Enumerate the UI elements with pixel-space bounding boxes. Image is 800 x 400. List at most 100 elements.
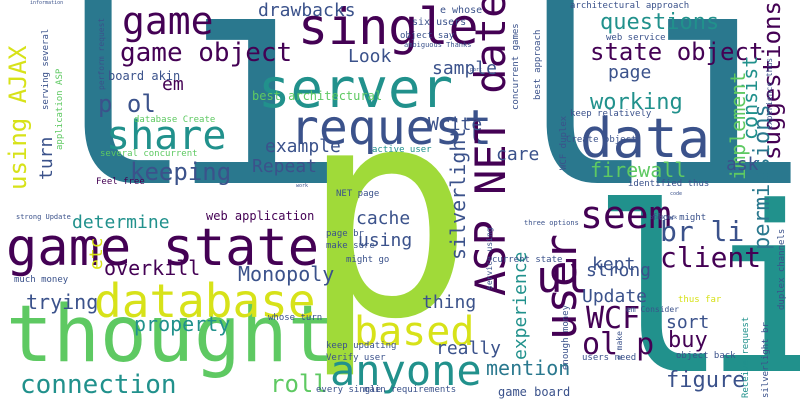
word-game-board: game board — [498, 385, 571, 399]
word-perform-request: perform request — [97, 17, 106, 90]
word-overkill: overkill — [104, 256, 201, 280]
word-li-right: li — [480, 0, 800, 254]
word-current-state: current state — [492, 255, 563, 265]
word-p-ol: p ol — [98, 90, 156, 118]
word-object-say: object say — [400, 31, 455, 41]
word-strong: strong — [586, 260, 652, 281]
word-three-options: three options — [524, 219, 579, 227]
word-keep-relatively: keep relatively — [570, 109, 652, 119]
word-example: example — [265, 136, 341, 157]
word-e-whose: e whose — [440, 5, 483, 16]
word-questions: questions — [600, 10, 720, 35]
word-data: data — [580, 107, 711, 170]
word-anyone: anyone — [330, 346, 482, 395]
word-database-create: database Create — [134, 115, 216, 125]
word-service-using: service using — [485, 227, 494, 290]
word-figure: figure — [666, 368, 746, 393]
word-ask: ask — [726, 154, 759, 175]
word-ul: ul — [536, 252, 589, 303]
word-verify-user: Verify user — [326, 353, 386, 363]
word-em-consider: em Consider — [626, 305, 679, 314]
word-keep-updating: keep updating — [326, 341, 397, 351]
word-serving-several: serving several — [41, 28, 51, 110]
word-buy: buy — [668, 328, 708, 353]
word-cache: cache — [356, 208, 411, 229]
word-enough-money: enough money — [561, 304, 571, 370]
word-firewall: firewall — [590, 158, 687, 182]
word-experience: experience — [510, 251, 531, 360]
word-board-akin: board akin — [108, 69, 181, 83]
word-turn: turn — [36, 136, 57, 180]
word-concurrent-games: concurrent games — [511, 23, 521, 110]
word-create-object: Create object — [566, 135, 637, 145]
word-property: property — [134, 312, 231, 336]
word-page-br: page br — [326, 229, 364, 239]
word-request: request — [290, 100, 493, 156]
word-roll: roll — [270, 370, 328, 398]
word-wcf: WCF — [586, 301, 641, 336]
word-thus-far: thus far — [678, 295, 722, 305]
word-using: using — [358, 230, 413, 251]
word-p-center: p — [300, 46, 475, 383]
word-share: share — [106, 113, 227, 159]
word-sample: sample — [432, 58, 498, 79]
word-web-service: web service — [606, 33, 666, 43]
word-web-application: web application — [206, 209, 315, 223]
word-database: database — [94, 274, 316, 328]
word-li-lower: li — [590, 159, 800, 400]
word-write: Write — [428, 114, 483, 135]
word-connection: connection — [20, 370, 177, 400]
word-update: Update — [582, 286, 648, 307]
word-repeat: Repeat — [252, 156, 318, 177]
word-code: code — [670, 191, 683, 197]
word-working: working — [590, 90, 683, 115]
word-strong-update: strong Update — [16, 213, 71, 221]
word-work: work — [296, 183, 309, 189]
word-kept: kept — [592, 254, 636, 275]
word-mention: mention — [486, 356, 571, 380]
word-etc: etc — [86, 237, 107, 270]
word-object-back: object back — [676, 351, 736, 361]
word-port: port — [470, 67, 483, 73]
word-best-approach: best approach — [533, 29, 543, 100]
word-identified-thus: identified thus — [628, 179, 710, 189]
word-br-li: br li — [660, 215, 745, 248]
word-server: server — [258, 57, 454, 120]
word-game-object: game object — [120, 38, 293, 68]
word-active-user: active user — [372, 145, 432, 155]
word-architectural-approach: architectural approach — [570, 1, 690, 11]
word-li-big: li — [18, 0, 349, 254]
word-sort: sort — [666, 312, 710, 333]
word-duplex-channels: duplex channels — [777, 228, 787, 310]
word-single: single — [298, 0, 479, 56]
word-using-ajax: using AJAX — [4, 45, 32, 191]
word-net-page: NET page — [336, 189, 380, 199]
word-make-sure: make sure — [326, 241, 375, 251]
word-thing: thing — [422, 292, 477, 313]
word-based: based — [354, 309, 475, 355]
word-keeping: keeping — [130, 158, 232, 186]
word-main-requirements: main requirements — [364, 385, 457, 395]
word-silverlight: silverlight — [446, 127, 470, 260]
word-silverlight-br: silverlight br — [761, 322, 771, 398]
word-drawbacks: drawbacks — [258, 0, 356, 21]
word-receive-request: Receive request — [741, 316, 751, 398]
word-monopoly: Monopoly — [238, 262, 335, 286]
word-blackjack: blackjack — [650, 215, 678, 221]
word-game-state: game state — [6, 218, 320, 278]
word-six-users: six users — [412, 17, 467, 28]
word-best-architectural: best architectural — [252, 89, 383, 103]
word-every-single: every single — [316, 385, 382, 395]
word-seem: seem — [580, 193, 672, 237]
word-ol-p: ol p — [582, 327, 655, 362]
word-feel-free: Feel free — [96, 177, 145, 187]
word-experience-thus: experience thus — [765, 57, 774, 130]
word-em: em — [162, 74, 184, 95]
word-client: client — [660, 241, 762, 274]
word-might-go: might go — [346, 255, 390, 265]
word-care: care — [496, 144, 540, 165]
word-thought: thought — [6, 290, 335, 380]
word-determine: determine — [72, 212, 170, 233]
word-state-object: state object — [590, 38, 764, 66]
